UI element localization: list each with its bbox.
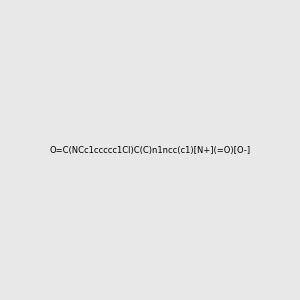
Text: O=C(NCc1ccccc1Cl)C(C)n1ncc(c1)[N+](=O)[O-]: O=C(NCc1ccccc1Cl)C(C)n1ncc(c1)[N+](=O)[O… bbox=[50, 146, 250, 154]
